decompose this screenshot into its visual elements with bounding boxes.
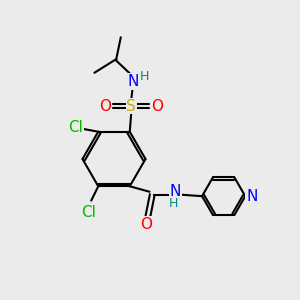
Text: H: H (169, 197, 178, 210)
Text: N: N (170, 184, 181, 199)
Text: O: O (152, 99, 163, 114)
Text: Cl: Cl (68, 120, 83, 135)
Text: Cl: Cl (81, 205, 96, 220)
Text: N: N (127, 74, 138, 89)
Text: O: O (99, 99, 111, 114)
Text: S: S (126, 99, 136, 114)
Text: N: N (246, 189, 257, 204)
Text: O: O (140, 217, 152, 232)
Text: H: H (140, 70, 149, 83)
